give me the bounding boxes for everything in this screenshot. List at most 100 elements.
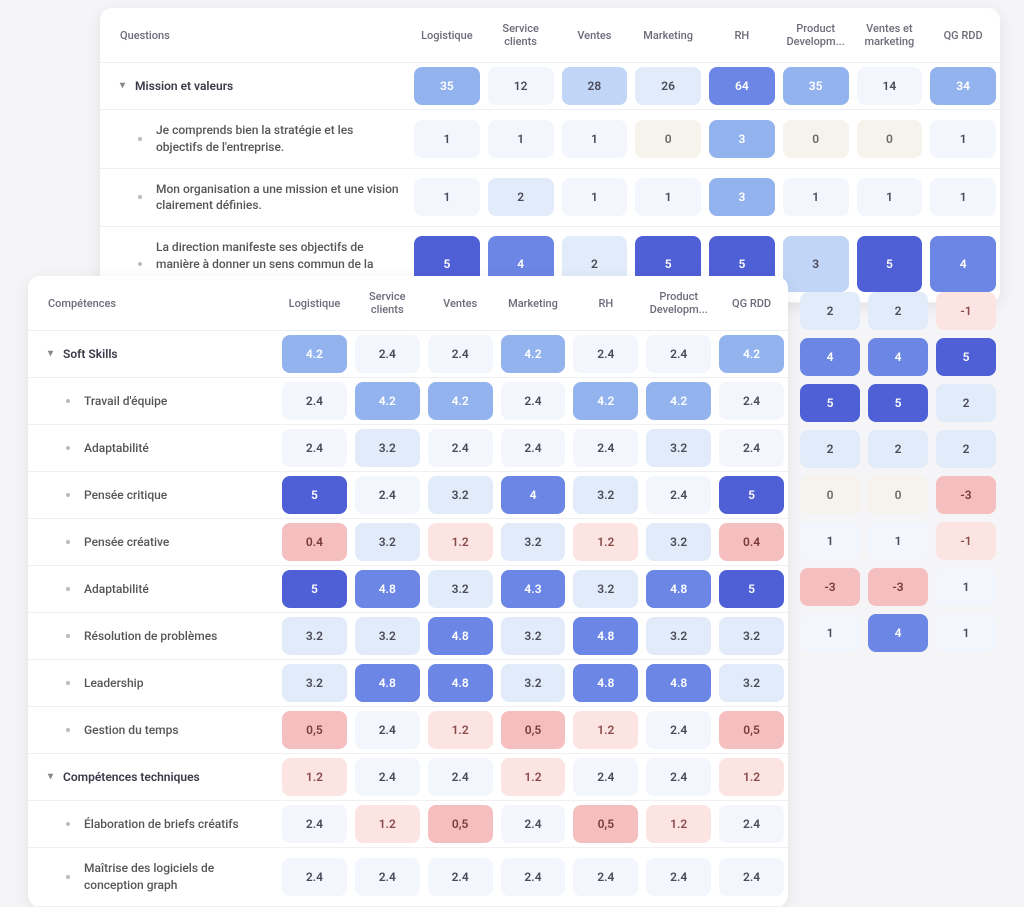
heatmap-cell[interactable]: 2 (484, 169, 558, 228)
heatmap-cell[interactable]: 3.2 (351, 613, 424, 660)
heatmap-cell[interactable]: 1 (926, 110, 1000, 169)
heatmap-cell[interactable]: 2.4 (278, 801, 351, 848)
heatmap-cell[interactable]: 0 (864, 472, 932, 518)
heatmap-cell[interactable]: 3.2 (278, 660, 351, 707)
heatmap-cell[interactable]: 1 (864, 518, 932, 564)
heatmap-cell[interactable]: 0,5 (278, 707, 351, 754)
heatmap-cell[interactable]: 2.4 (497, 425, 570, 472)
heatmap-cell[interactable]: 1.2 (351, 801, 424, 848)
heatmap-cell[interactable]: -1 (932, 518, 1000, 564)
heatmap-cell[interactable]: 4 (864, 334, 932, 380)
heatmap-cell[interactable]: 0,5 (424, 801, 497, 848)
heatmap-cell[interactable]: 1 (853, 169, 927, 228)
heatmap-cell[interactable]: 2.4 (351, 331, 424, 378)
heatmap-cell[interactable]: 3.2 (497, 519, 570, 566)
column-header[interactable]: Product Developm... (779, 8, 853, 63)
heatmap-cell[interactable]: 4.8 (351, 566, 424, 613)
heatmap-cell[interactable]: 2.4 (642, 472, 715, 519)
heatmap-cell[interactable]: 1 (410, 169, 484, 228)
heatmap-cell[interactable]: 2.4 (424, 425, 497, 472)
heatmap-cell[interactable]: 1 (779, 169, 853, 228)
heatmap-cell[interactable]: 1 (796, 518, 864, 564)
column-header[interactable]: Ventes (558, 8, 632, 63)
heatmap-cell[interactable]: 34 (926, 63, 1000, 110)
heatmap-cell[interactable]: 4.3 (497, 566, 570, 613)
heatmap-cell[interactable]: 3.2 (497, 613, 570, 660)
heatmap-cell[interactable]: 26 (631, 63, 705, 110)
heatmap-cell[interactable]: 28 (558, 63, 632, 110)
heatmap-cell[interactable]: 2.4 (715, 425, 788, 472)
heatmap-cell[interactable]: 2.4 (642, 331, 715, 378)
column-header[interactable]: Product Developm... (642, 276, 715, 331)
column-header[interactable]: Service clients (351, 276, 424, 331)
heatmap-cell[interactable]: 5 (278, 472, 351, 519)
heatmap-cell[interactable]: 2.4 (569, 848, 642, 907)
heatmap-cell[interactable]: 2.4 (351, 472, 424, 519)
heatmap-cell[interactable]: 1.2 (569, 707, 642, 754)
heatmap-cell[interactable]: 1.2 (642, 801, 715, 848)
heatmap-cell[interactable]: 3.2 (715, 660, 788, 707)
heatmap-cell[interactable]: -3 (796, 564, 864, 610)
column-header[interactable]: Logistique (410, 8, 484, 63)
group-row-label[interactable]: ▾Compétences techniques (28, 754, 278, 801)
heatmap-cell[interactable]: 1 (932, 610, 1000, 656)
heatmap-cell[interactable]: 2.4 (642, 848, 715, 907)
heatmap-cell[interactable]: 3 (705, 110, 779, 169)
heatmap-cell[interactable]: 4.8 (569, 613, 642, 660)
heatmap-cell[interactable]: 1 (932, 564, 1000, 610)
heatmap-cell[interactable]: 2.4 (569, 425, 642, 472)
column-header[interactable]: Marketing (631, 8, 705, 63)
group-row-label[interactable]: ▾Mission et valeurs (100, 63, 410, 110)
heatmap-cell[interactable]: 2 (796, 288, 864, 334)
heatmap-cell[interactable]: 35 (410, 63, 484, 110)
heatmap-cell[interactable]: 2.4 (497, 378, 570, 425)
heatmap-cell[interactable]: 5 (715, 472, 788, 519)
heatmap-cell[interactable]: -3 (864, 564, 932, 610)
column-header[interactable]: Marketing (497, 276, 570, 331)
heatmap-cell[interactable]: 3.2 (715, 613, 788, 660)
heatmap-cell[interactable]: 2 (864, 288, 932, 334)
heatmap-cell[interactable]: 0,5 (497, 707, 570, 754)
heatmap-cell[interactable]: 1 (631, 169, 705, 228)
heatmap-cell[interactable]: 2 (864, 426, 932, 472)
heatmap-cell[interactable]: 2.4 (497, 801, 570, 848)
column-header[interactable]: RH (569, 276, 642, 331)
heatmap-cell[interactable]: 4.2 (278, 331, 351, 378)
heatmap-cell[interactable]: 0.4 (715, 519, 788, 566)
heatmap-cell[interactable]: 5 (932, 334, 1000, 380)
heatmap-cell[interactable]: 2 (932, 380, 1000, 426)
heatmap-cell[interactable]: 4 (497, 472, 570, 519)
heatmap-cell[interactable]: 0,5 (569, 801, 642, 848)
heatmap-cell[interactable]: 1 (410, 110, 484, 169)
heatmap-cell[interactable]: 4.2 (569, 378, 642, 425)
heatmap-cell[interactable]: -3 (932, 472, 1000, 518)
heatmap-cell[interactable]: 4.2 (424, 378, 497, 425)
heatmap-cell[interactable]: 3 (705, 169, 779, 228)
heatmap-cell[interactable]: 4.8 (569, 660, 642, 707)
heatmap-cell[interactable]: 3.2 (351, 519, 424, 566)
heatmap-cell[interactable]: 4.2 (715, 331, 788, 378)
heatmap-cell[interactable]: 1.2 (569, 519, 642, 566)
heatmap-cell[interactable]: 0,5 (715, 707, 788, 754)
column-header[interactable]: QG RDD (715, 276, 788, 331)
heatmap-cell[interactable]: 1.2 (715, 754, 788, 801)
heatmap-cell[interactable]: 2 (796, 426, 864, 472)
heatmap-cell[interactable]: 2.4 (715, 801, 788, 848)
heatmap-cell[interactable]: 1 (796, 610, 864, 656)
heatmap-cell[interactable]: 2.4 (278, 848, 351, 907)
heatmap-cell[interactable]: 0 (779, 110, 853, 169)
heatmap-cell[interactable]: 2.4 (642, 754, 715, 801)
heatmap-cell[interactable]: 0.4 (278, 519, 351, 566)
heatmap-cell[interactable]: 2.4 (642, 707, 715, 754)
heatmap-cell[interactable]: 0 (631, 110, 705, 169)
heatmap-cell[interactable]: 4.8 (424, 660, 497, 707)
heatmap-cell[interactable]: 1 (484, 110, 558, 169)
heatmap-cell[interactable]: 0 (853, 110, 927, 169)
heatmap-cell[interactable]: 3.2 (424, 566, 497, 613)
heatmap-cell[interactable]: 2.4 (424, 848, 497, 907)
heatmap-cell[interactable]: 4.8 (351, 660, 424, 707)
heatmap-cell[interactable]: 4.8 (642, 660, 715, 707)
heatmap-cell[interactable]: 12 (484, 63, 558, 110)
heatmap-cell[interactable]: 2 (932, 426, 1000, 472)
heatmap-cell[interactable]: 2.4 (569, 754, 642, 801)
